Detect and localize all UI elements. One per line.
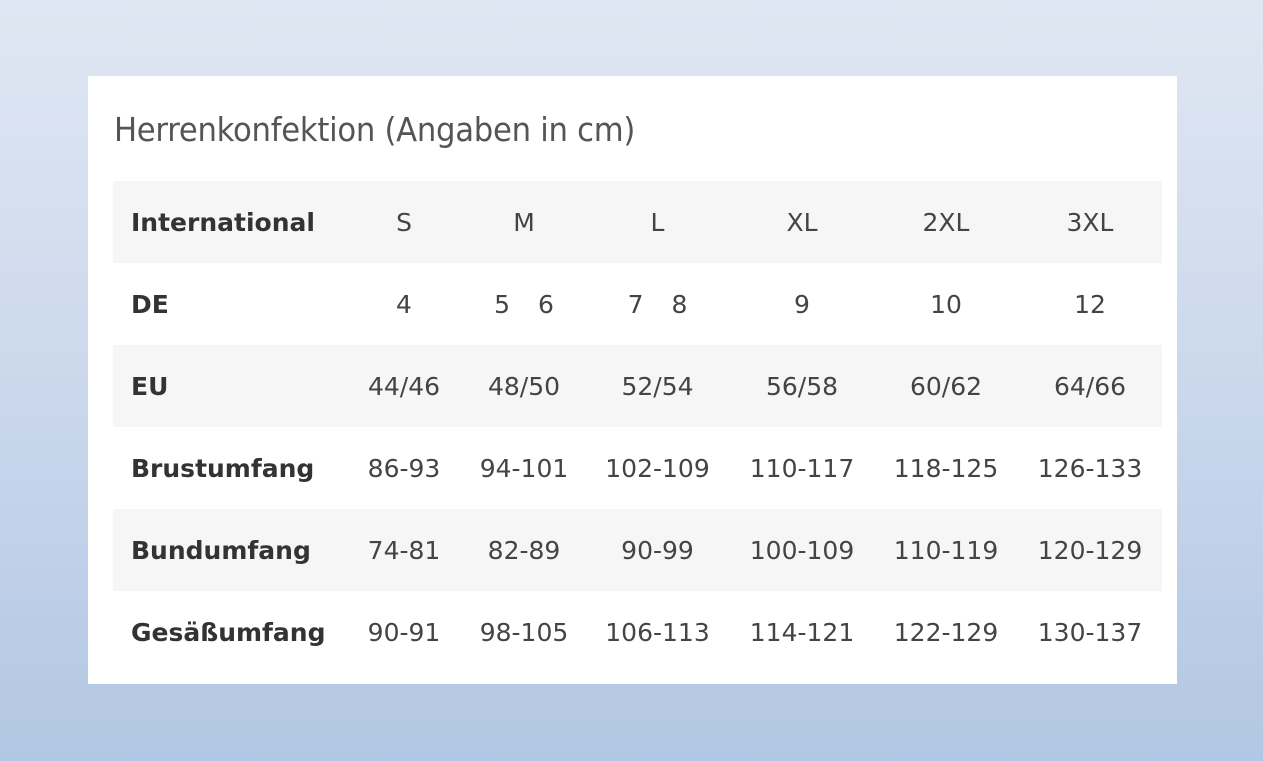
table-cell: 12 (1018, 263, 1162, 345)
row-label: Bundumfang (113, 509, 345, 591)
cell-value: 3XL (1066, 207, 1114, 237)
cell-value: 114-121 (749, 617, 855, 647)
row-label: DE (131, 289, 169, 319)
cell-value: 10 (930, 289, 962, 319)
table-cell: 3XL (1018, 181, 1162, 263)
table-cell: 100-109 (730, 509, 874, 591)
row-label: Gesäßumfang (131, 617, 326, 647)
cell-value: 90-91 (367, 617, 441, 647)
table-cell: 60/62 (874, 345, 1018, 427)
table-cell: 44/46 (345, 345, 463, 427)
cell-value: 8 (671, 289, 688, 319)
table-cell: 64/66 (1018, 345, 1162, 427)
table-cell: 122-129 (874, 591, 1018, 673)
table-cell: 110-119 (874, 509, 1018, 591)
table-row: Brustumfang 86-93 94-101 102-109 110-117 118-… (113, 427, 1162, 509)
cell-value: 120-129 (1037, 535, 1143, 565)
table-cell: 114-121 (730, 591, 874, 673)
cell-value: 110-119 (893, 535, 999, 565)
table-cell: 86-93 (345, 427, 463, 509)
cell-value: 102-109 (605, 453, 710, 483)
cell-value: 130-137 (1037, 617, 1143, 647)
table-cell: 2XL (874, 181, 1018, 263)
table-cell: 118-125 (874, 427, 1018, 509)
cell-value: 126-133 (1037, 453, 1143, 483)
cell-value: 7 (627, 289, 644, 319)
table-cell: 82-89 (463, 509, 585, 591)
cell-value: 52/54 (621, 371, 694, 401)
cell-value: 44/46 (367, 371, 441, 401)
size-chart-card: Herrenkonfektion (Angaben in cm) Interna… (88, 76, 1177, 684)
table-cell: M (463, 181, 585, 263)
cell-value: 9 (794, 289, 810, 319)
table-row: Gesäßumfang 90-91 98-105 106-113 114-121 122-… (113, 591, 1162, 673)
table-row: International S M L XL 2XL 3XL (113, 181, 1162, 263)
cell-value: 6 (538, 289, 554, 319)
cell-value: 86-93 (367, 453, 441, 483)
size-table: International S M L XL 2XL 3XL DE 4 5 6 7 8 9 10 12 EU 44… (113, 181, 1162, 673)
table-cell: 130-137 (1018, 591, 1162, 673)
cell-value: 100-109 (749, 535, 855, 565)
table-cell: XL (730, 181, 874, 263)
cell-value: 2XL (922, 207, 970, 237)
table-row: Bundumfang 74-81 82-89 90-99 100-109 110-119 1… (113, 509, 1162, 591)
table-row: DE 4 5 6 7 8 9 10 12 (113, 263, 1162, 345)
table-cell: 52/54 (585, 345, 730, 427)
table-cell: 110-117 (730, 427, 874, 509)
cell-value: M (513, 207, 535, 237)
cell-value: 82-89 (487, 535, 561, 565)
cell-value: 5 (494, 289, 510, 319)
row-label: EU (113, 345, 345, 427)
cell-value: 122-129 (893, 617, 999, 647)
table-cell: 74-81 (345, 509, 463, 591)
cell-value: 56/58 (765, 371, 839, 401)
cell-value: 74-81 (367, 535, 441, 565)
table-cell: L (585, 181, 730, 263)
table-cell: 106-113 (585, 591, 730, 673)
cell-value: 12 (1074, 289, 1106, 319)
table-cell: 94-101 (463, 427, 585, 509)
cell-value: S (396, 207, 412, 237)
chart-title: Herrenkonfektion (Angaben in cm) (114, 110, 636, 149)
table-cell: 102-109 (585, 427, 730, 509)
table-cell: 90-99 (585, 509, 730, 591)
table-cell: 90-91 (345, 591, 463, 673)
cell-value: 98-105 (479, 617, 569, 647)
cell-value: 90-99 (621, 535, 694, 565)
table-row: EU 44/46 48/50 52/54 56/58 60/62 64/66 (113, 345, 1162, 427)
table-cell: 9 (730, 263, 874, 345)
cell-value: 4 (396, 289, 412, 319)
cell-value: 60/62 (909, 371, 983, 401)
cell-value: 118-125 (893, 453, 999, 483)
table-cell: 98-105 (463, 591, 585, 673)
table-cell: 126-133 (1018, 427, 1162, 509)
table-cell: 10 (874, 263, 1018, 345)
table-cell: 56/58 (730, 345, 874, 427)
cell-value: 106-113 (605, 617, 710, 647)
cell-value: 48/50 (487, 371, 561, 401)
table-cell: 120-129 (1018, 509, 1162, 591)
row-label: International (113, 181, 345, 263)
table-cell: 48/50 (463, 345, 585, 427)
table-cell: S (345, 181, 463, 263)
cell-value: L (650, 207, 665, 237)
cell-value: 110-117 (749, 453, 855, 483)
cell-value: 94-101 (479, 453, 569, 483)
row-label: Brustumfang (131, 453, 315, 483)
cell-value: 64/66 (1053, 371, 1127, 401)
table-cell: 4 (345, 263, 463, 345)
cell-value: XL (786, 207, 818, 237)
